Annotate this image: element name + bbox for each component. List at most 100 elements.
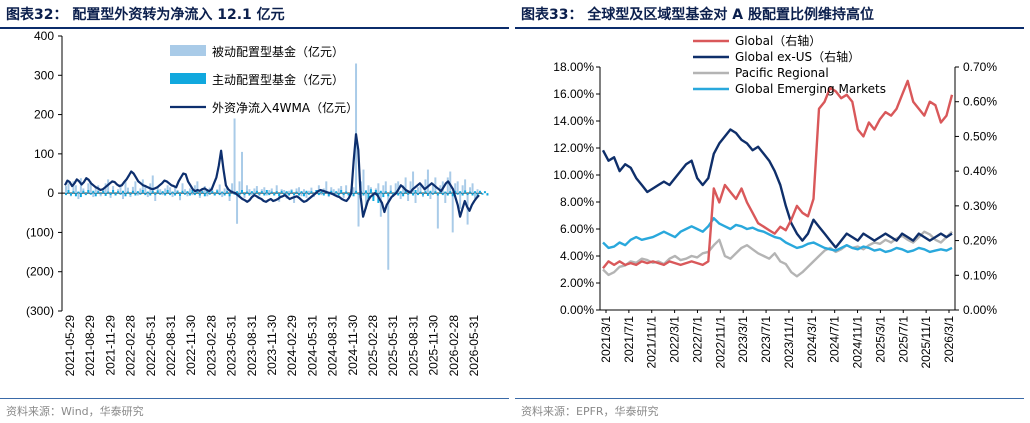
active-fund-bar — [104, 193, 107, 196]
active-fund-bar — [176, 191, 179, 194]
active-fund-bar — [268, 193, 271, 196]
active-fund-bar — [471, 193, 474, 196]
passive-fund-bar — [362, 169, 365, 194]
passive-fund-bar — [226, 187, 229, 194]
active-fund-bar — [298, 193, 301, 196]
active-fund-bar — [290, 190, 293, 194]
active-fund-bar — [335, 191, 338, 194]
active-fund-bar — [330, 190, 333, 194]
active-fund-bar — [198, 193, 201, 196]
left-x-tick-label: 2025-02-28 — [366, 315, 380, 377]
left-x-tick-label: 2023-05-31 — [225, 315, 239, 377]
active-fund-bar — [446, 193, 449, 196]
right-x-tick-label: 2026/3/1 — [942, 316, 956, 363]
passive-fund-bar — [87, 183, 90, 194]
active-fund-bar — [474, 191, 477, 194]
passive-fund-bar — [263, 187, 266, 194]
passive-fund-bar — [337, 188, 340, 194]
passive-fund-bar — [156, 187, 159, 194]
active-fund-bar — [476, 193, 479, 197]
left-title-rule — [0, 27, 509, 29]
passive-fund-bar — [248, 189, 251, 194]
right-legend-label: Pacific Regional — [735, 66, 829, 80]
active-fund-bar — [221, 191, 224, 194]
active-fund-bar — [407, 193, 410, 195]
left-x-tick-label: 2022-02-28 — [124, 315, 138, 377]
passive-fund-bar — [231, 183, 234, 194]
passive-fund-bar — [399, 193, 402, 200]
passive-fund-bar — [270, 188, 273, 194]
active-fund-bar — [379, 190, 382, 194]
right-x-tick-label: 2025/7/1 — [896, 316, 910, 363]
passive-fund-bar — [459, 193, 462, 209]
active-fund-bar — [265, 190, 268, 194]
passive-fund-bar — [397, 181, 400, 194]
left-x-tick-label: 2024-11-30 — [346, 315, 360, 376]
active-fund-bar — [426, 193, 429, 196]
passive-fund-bar — [218, 184, 221, 194]
right-legend-label: Global（右轴） — [735, 33, 821, 48]
passive-fund-bar — [379, 193, 382, 217]
right-left-tick-label: 0.00% — [560, 303, 594, 317]
passive-fund-bar — [436, 193, 439, 229]
active-fund-bar — [67, 190, 70, 194]
active-fund-bar — [419, 191, 422, 194]
right-right-tick-label: 0.10% — [963, 268, 997, 282]
passive-fund-bar — [367, 185, 370, 194]
active-fund-bar — [117, 191, 120, 194]
passive-fund-bar — [454, 183, 457, 194]
passive-fund-bar — [426, 169, 429, 194]
passive-fund-bar — [136, 193, 139, 196]
active-fund-bar — [122, 190, 125, 194]
active-fund-bar — [255, 190, 258, 194]
left-chart: 400 300 200 100 0 (100) (200) (300) 2021-05-29 20… — [26, 29, 489, 377]
left-y-tick-label: 0 — [47, 186, 54, 200]
passive-fund-bar — [223, 188, 226, 194]
active-fund-bar — [74, 193, 77, 197]
active-fund-bar — [238, 193, 241, 196]
active-fund-bar — [302, 193, 305, 197]
passive-fund-bar — [151, 175, 154, 194]
active-fund-bar — [97, 191, 100, 194]
active-fund-bar — [327, 193, 330, 196]
active-fund-bar — [223, 193, 226, 196]
active-fund-bar — [293, 193, 296, 196]
passive-fund-bar — [233, 118, 236, 194]
passive-fund-bar — [186, 193, 189, 197]
active-fund-bar — [392, 193, 395, 196]
left-x-tick-label: 2023-02-28 — [204, 315, 218, 377]
right-x-tick-label: 2023/7/1 — [759, 316, 773, 363]
active-fund-bar — [72, 191, 75, 194]
right-legend-label: Global Emerging Markets — [735, 82, 886, 96]
passive-fund-bar — [307, 190, 310, 194]
global-emerging-markets-line — [602, 216, 953, 254]
active-fund-bar — [310, 191, 313, 194]
passive-fund-bar — [414, 193, 417, 203]
passive-fund-bar — [146, 193, 149, 198]
active-fund-bar — [107, 191, 110, 194]
active-fund-bar — [112, 190, 115, 194]
active-fund-bar — [188, 193, 191, 196]
active-fund-bar — [181, 190, 184, 194]
active-fund-bar — [300, 191, 303, 194]
active-fund-bar — [260, 191, 263, 194]
active-fund-bar — [417, 193, 420, 196]
active-fund-bar — [243, 193, 246, 196]
passive-fund-bar — [221, 193, 224, 198]
active-fund-bar — [342, 193, 345, 196]
passive-fund-bar — [94, 187, 97, 194]
active-fund-bar — [77, 191, 80, 194]
right-x-tick-label: 2021/3/1 — [599, 316, 613, 363]
passive-fund-bar — [77, 193, 80, 200]
left-x-tick-label: 2022-05-31 — [144, 315, 158, 377]
passive-fund-bar — [164, 188, 167, 194]
active-fund-bar — [322, 193, 325, 196]
active-fund-bar — [469, 191, 472, 194]
active-fund-bar — [456, 193, 459, 195]
left-chart-title: 图表32： 配置型外资转为净流入 12.1 亿元 — [6, 7, 285, 23]
active-fund-bar — [275, 191, 278, 194]
active-fund-bar — [114, 193, 117, 196]
active-fund-bar — [228, 193, 231, 197]
active-fund-bar — [156, 190, 159, 194]
active-fund-bar — [451, 193, 454, 197]
